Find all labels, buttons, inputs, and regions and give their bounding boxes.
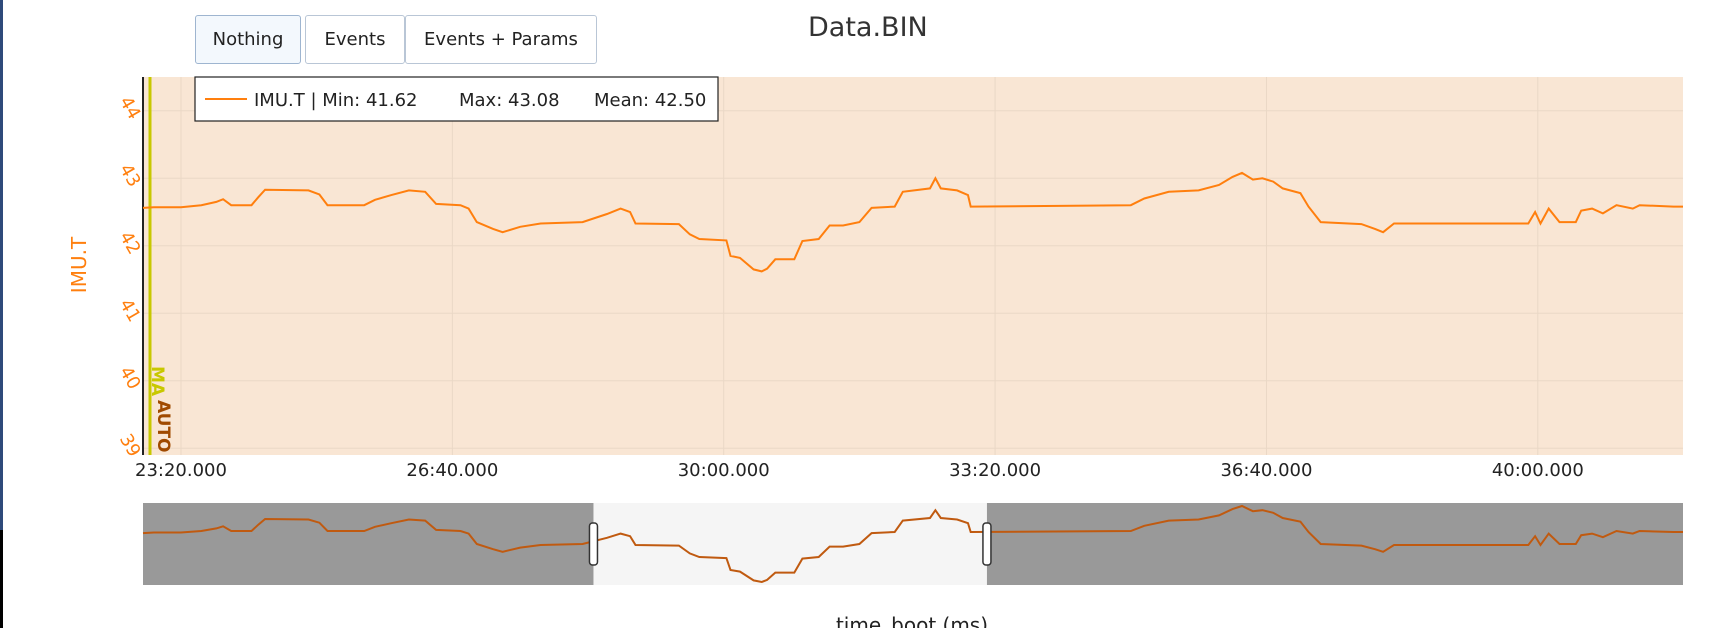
range-slider-window[interactable]: [593, 503, 987, 585]
legend[interactable]: IMU.T | Min: 41.62 Max: 43.08 Mean: 42.5…: [194, 76, 719, 122]
window-left-edge-dark: [0, 530, 3, 628]
plot-area[interactable]: [143, 77, 1683, 455]
page-title: Data.BIN: [808, 12, 928, 43]
gridlines: [143, 77, 1683, 455]
x-tick-label: 26:40.000: [406, 460, 498, 481]
events-params-button[interactable]: Events + Params: [405, 15, 597, 64]
y-tick-label: 44: [115, 93, 145, 123]
legend-max-label: Max: 43.08: [459, 90, 560, 111]
x-axis-title: time_boot (ms): [836, 613, 988, 628]
x-tick-label: 36:40.000: [1220, 460, 1312, 481]
mode-label-auto: AUTO: [153, 400, 173, 453]
legend-series-label: IMU.T | Min: 41.62: [254, 90, 418, 111]
legend-frame: [194, 76, 719, 122]
y-tick-label: 41: [115, 295, 145, 325]
nothing-button[interactable]: Nothing: [195, 15, 301, 64]
x-axis-ticks: 23:20.000 26:40.000 30:00.000 33:20.000 36:4…: [135, 460, 1584, 481]
x-tick-label: 40:00.000: [1492, 460, 1584, 481]
x-tick-label: 33:20.000: [949, 460, 1041, 481]
events-button[interactable]: Events: [305, 15, 405, 64]
range-slider-left-handle[interactable]: [588, 522, 599, 566]
y-tick-label: 43: [115, 160, 145, 190]
flight-mode-labels: MA AUTO: [147, 366, 173, 453]
x-tick-label: 30:00.000: [678, 460, 770, 481]
y-tick-label: 40: [115, 363, 145, 393]
y-tick-label: 39: [115, 430, 145, 460]
y-axis-title: IMU.T: [67, 236, 91, 293]
mode-label-ma: MA: [147, 366, 167, 397]
series-line-imu-t: [142, 171, 1683, 273]
range-slider-right-handle[interactable]: [982, 522, 992, 566]
window-left-edge: [0, 0, 3, 628]
y-axis-ticks: 39 40 41 42 43 44: [115, 93, 145, 461]
range-slider-series-line: [142, 504, 1683, 584]
x-tick-label: 23:20.000: [135, 460, 227, 481]
legend-mean-label: Mean: 42.50: [594, 90, 706, 111]
y-tick-label: 42: [115, 228, 145, 258]
